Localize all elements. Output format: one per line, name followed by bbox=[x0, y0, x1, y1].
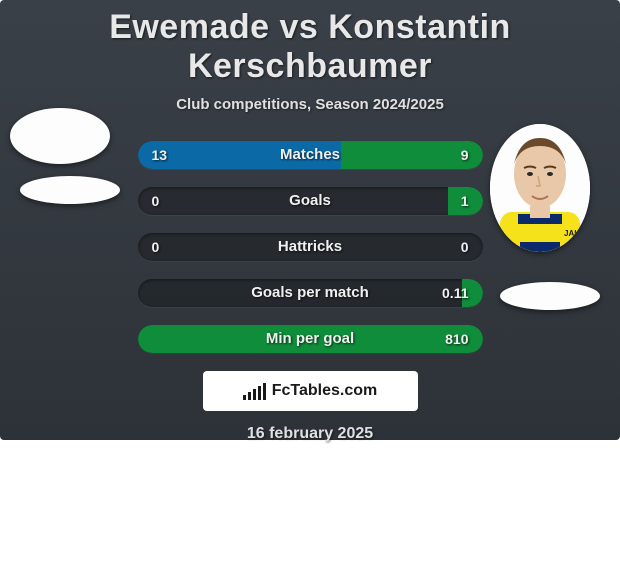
logo-bar bbox=[258, 386, 261, 400]
brand-logo: FcTables.com bbox=[203, 371, 418, 411]
subtitle: Club competitions, Season 2024/2025 bbox=[0, 96, 620, 113]
stat-row: Goals01 bbox=[138, 187, 483, 215]
brand-text: FcTables.com bbox=[272, 382, 378, 400]
date-text: 16 february 2025 bbox=[0, 425, 620, 443]
logo-bar bbox=[263, 383, 266, 400]
stat-label: Goals bbox=[138, 187, 483, 215]
logo-bar bbox=[243, 395, 246, 400]
logo-bar bbox=[248, 392, 251, 400]
stats-panel: Matches139Goals01Hattricks00Goals per ma… bbox=[0, 141, 620, 353]
logo-bars-icon bbox=[243, 382, 266, 400]
logo-bar bbox=[253, 389, 256, 400]
stat-bar-right bbox=[448, 187, 483, 215]
stat-row: Goals per match0.11 bbox=[138, 279, 483, 307]
stat-value-left: 0 bbox=[152, 187, 160, 215]
stat-label: Hattricks bbox=[138, 233, 483, 261]
stat-value-right: 0 bbox=[461, 233, 469, 261]
stat-label: Goals per match bbox=[138, 279, 483, 307]
page-title: Ewemade vs Konstantin Kerschbaumer bbox=[0, 0, 620, 86]
stat-row: Min per goal810 bbox=[138, 325, 483, 353]
stat-row: Matches139 bbox=[138, 141, 483, 169]
comparison-card: Ewemade vs Konstantin Kerschbaumer Club … bbox=[0, 0, 620, 440]
stat-value-left: 0 bbox=[152, 233, 160, 261]
stat-row: Hattricks0 0 bbox=[138, 233, 483, 261]
stat-bar-right bbox=[138, 325, 483, 353]
stat-bar-right bbox=[462, 279, 483, 307]
stat-bar-right bbox=[341, 141, 482, 169]
stat-bar-left bbox=[138, 141, 342, 169]
